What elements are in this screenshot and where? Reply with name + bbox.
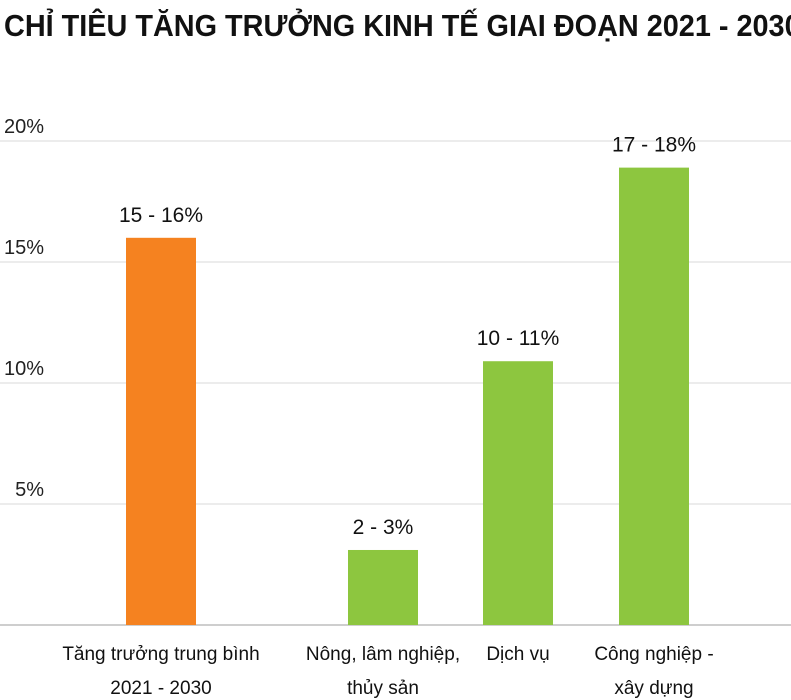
y-tick-label: 5% bbox=[15, 479, 44, 501]
category-label: Dịch vụ bbox=[486, 644, 549, 665]
data-labels: 15 - 16% 2 - 3% 10 - 11% 17 - 18% bbox=[119, 134, 696, 539]
category-labels: Tăng trưởng trung bình 2021 - 2030 Nông, l… bbox=[62, 644, 713, 699]
category-label: Tăng trưởng trung bình bbox=[62, 644, 259, 665]
data-label: 2 - 3% bbox=[353, 516, 414, 539]
y-axis-ticks: 5% 10% 15% 20% bbox=[4, 116, 44, 501]
y-tick-label: 15% bbox=[4, 237, 44, 259]
category-label: xây dựng bbox=[614, 678, 693, 699]
data-label: 17 - 18% bbox=[612, 134, 696, 157]
y-tick-label: 10% bbox=[4, 358, 44, 380]
bar-4 bbox=[619, 167, 689, 625]
data-label: 15 - 16% bbox=[119, 204, 203, 227]
chart-title: CHỈ TIÊU TĂNG TRƯỞNG KINH TẾ GIAI ĐOẠN 2… bbox=[4, 8, 791, 43]
bar-1 bbox=[126, 237, 196, 626]
y-tick-label: 20% bbox=[4, 116, 44, 138]
category-label: Công nghiệp - bbox=[594, 644, 713, 665]
data-label: 10 - 11% bbox=[477, 327, 560, 350]
category-label: thủy sản bbox=[347, 678, 419, 699]
bar-3 bbox=[483, 361, 553, 625]
category-label: 2021 - 2030 bbox=[110, 678, 211, 699]
bars bbox=[126, 167, 689, 626]
category-label: Nông, lâm nghiệp, bbox=[306, 644, 460, 665]
bar-2 bbox=[348, 549, 418, 625]
